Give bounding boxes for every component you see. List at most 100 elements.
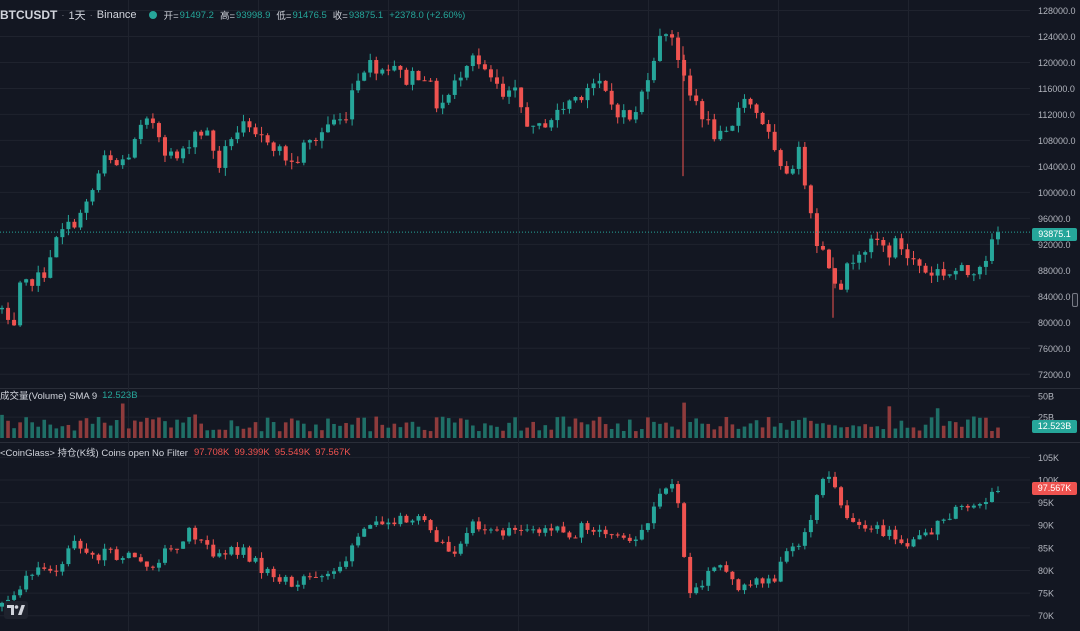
price-candle (959, 265, 964, 271)
last-volume-tag: 12.523B (1032, 420, 1077, 433)
price-candle (156, 123, 161, 138)
oi-candle (549, 528, 554, 531)
price-candle (790, 168, 795, 174)
price-candle (319, 132, 324, 141)
volume-bar (114, 420, 119, 438)
volume-bar (627, 419, 632, 438)
volume-bar (941, 425, 946, 438)
price-candle (766, 124, 771, 132)
volume-bar (972, 416, 976, 438)
oi-candle (772, 578, 777, 582)
oi-candle (84, 548, 89, 553)
volume-bar (700, 423, 705, 438)
volume-title: 成交量(Volume) SMA 9 (0, 391, 98, 402)
price-candle (561, 108, 566, 110)
price-candle (434, 80, 439, 109)
open-interest-legend[interactable]: <CoinGlass> 持仓(K线) Coins open No Filter … (0, 446, 356, 460)
volume-bar (295, 420, 300, 438)
price-candle (748, 98, 753, 105)
price-candle (555, 109, 560, 121)
volume-bar (857, 426, 861, 438)
volume-bar (579, 422, 584, 438)
oi-candle (452, 551, 457, 554)
volume-bar (36, 426, 41, 438)
oi-candle (102, 548, 107, 561)
price-scale-handle[interactable] (1072, 293, 1078, 307)
symbol-label[interactable]: BTCUSDT (0, 8, 58, 22)
oi-candle (609, 534, 614, 536)
oi-candle (808, 519, 813, 533)
close-value: 93875.1 (348, 9, 384, 21)
volume-bar (778, 423, 783, 438)
oi-candle (754, 578, 759, 585)
price-candle (778, 150, 783, 166)
volume-bar (495, 426, 499, 438)
price-candle (712, 119, 717, 140)
volume-bar (646, 417, 650, 438)
oi-candle (410, 520, 415, 523)
price-candle (525, 107, 530, 127)
volume-bar (881, 429, 886, 438)
oi-candle (700, 585, 705, 588)
y-axis-tick-label: 50B (1038, 392, 1054, 402)
oi-candle (229, 547, 234, 555)
price-candle (772, 131, 777, 151)
volume-bar (917, 430, 922, 438)
volume-legend[interactable]: 成交量(Volume) SMA 9 12.523B (0, 389, 138, 403)
price-candle (398, 65, 403, 70)
oi-candle (325, 573, 330, 577)
oi-candle (670, 484, 675, 489)
oi-candle (736, 579, 741, 591)
price-candle (162, 137, 167, 156)
oi-candle (18, 589, 23, 596)
volume-bar (959, 426, 964, 438)
oi-candle (42, 567, 47, 569)
volume-bar (585, 424, 590, 438)
oi-candle (959, 505, 964, 507)
price-candle (851, 262, 856, 264)
oi-candle (247, 547, 252, 562)
y-axis-tick-label: 100000.0 (1038, 188, 1076, 198)
oi-candle (434, 530, 439, 542)
price-candle (989, 239, 994, 261)
oi-candle (947, 518, 952, 520)
oi-candle (887, 529, 892, 537)
volume-bar (84, 418, 89, 438)
oi-candle (66, 548, 71, 565)
price-candle (742, 98, 747, 108)
oi-candle (144, 561, 149, 567)
volume-bar (308, 431, 312, 438)
price-candle (422, 80, 427, 82)
volume-bar (6, 420, 10, 438)
price-candle (706, 119, 711, 121)
price-candle (144, 118, 149, 125)
volume-bar (730, 424, 735, 438)
volume-bar (567, 426, 572, 438)
price-candle (108, 155, 113, 161)
price-candle (374, 60, 379, 74)
price-candle (187, 147, 192, 149)
volume-bar (235, 426, 240, 438)
price-candle (615, 104, 620, 118)
volume-bar (102, 422, 107, 438)
price-candle (585, 87, 590, 101)
price-candle (277, 146, 282, 151)
price-candle (893, 238, 898, 258)
tradingview-logo-glyph (7, 605, 25, 615)
price-candle (150, 118, 155, 124)
tradingview-logo-icon[interactable] (4, 601, 28, 619)
oi-candle (802, 532, 807, 546)
price-candle (488, 69, 493, 78)
price-candle (494, 77, 499, 84)
oi-candle (615, 534, 620, 536)
price-candle (18, 282, 23, 326)
oi-candle (845, 505, 850, 519)
y-axis-tick-label: 80000.0 (1038, 318, 1071, 328)
oi-candle (24, 575, 29, 590)
price-candle (60, 229, 65, 238)
interval-label[interactable]: 1天 (68, 10, 86, 22)
price-candle (887, 245, 892, 258)
volume-bar (18, 422, 22, 438)
